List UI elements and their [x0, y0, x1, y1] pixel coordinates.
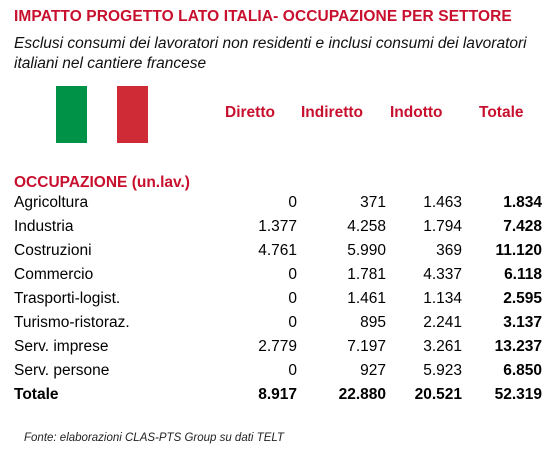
cell-indotto: 2.241	[423, 314, 462, 331]
cell-indiretto: 22.880	[338, 386, 386, 403]
cell-indotto: 4.337	[423, 266, 462, 283]
row-label: Serv. persone	[14, 362, 110, 379]
column-header-indotto: Indotto	[390, 104, 443, 121]
cell-indiretto: 927	[360, 362, 386, 379]
table-row: Trasporti-logist. 0 1.461 1.134 2.595	[0, 290, 553, 312]
cell-indiretto: 1.781	[347, 266, 386, 283]
cell-indotto: 1.794	[423, 218, 462, 235]
row-label: Industria	[14, 218, 74, 235]
row-label: Costruzioni	[14, 242, 92, 259]
row-label: Agricoltura	[14, 194, 89, 211]
cell-totale: 7.428	[503, 218, 542, 235]
row-label: Commercio	[14, 266, 94, 283]
cell-totale: 52.319	[494, 386, 542, 403]
cell-diretto: 2.779	[258, 338, 297, 355]
row-label: Totale	[14, 386, 59, 403]
cell-diretto: 0	[288, 194, 297, 211]
table-row: Costruzioni 4.761 5.990 369 11.120	[0, 242, 553, 264]
cell-diretto: 0	[288, 362, 297, 379]
cell-diretto: 0	[288, 266, 297, 283]
cell-indotto: 20.521	[414, 386, 462, 403]
cell-indotto: 5.923	[423, 362, 462, 379]
table-row: Commercio 0 1.781 4.337 6.118	[0, 266, 553, 288]
table-total-row: Totale 8.917 22.880 20.521 52.319	[0, 386, 553, 408]
cell-diretto: 8.917	[258, 386, 297, 403]
column-header-indiretto: Indiretto	[301, 104, 363, 121]
section-label: OCCUPAZIONE (un.lav.)	[14, 174, 190, 191]
cell-totale: 11.120	[495, 242, 542, 259]
italian-flag-icon	[56, 86, 148, 143]
cell-totale: 13.237	[494, 338, 542, 355]
cell-totale: 6.850	[503, 362, 542, 379]
table-row: Serv. persone 0 927 5.923 6.850	[0, 362, 553, 384]
cell-totale: 3.137	[503, 314, 542, 331]
column-header-diretto: Diretto	[225, 104, 275, 121]
row-label: Trasporti-logist.	[14, 290, 121, 307]
cell-diretto: 0	[288, 290, 297, 307]
table-row: Agricoltura 0 371 1.463 1.834	[0, 194, 553, 216]
cell-indiretto: 371	[360, 194, 386, 211]
cell-totale: 1.834	[503, 194, 542, 211]
cell-diretto: 0	[288, 314, 297, 331]
flag-red-band	[117, 86, 148, 143]
cell-indotto: 1.463	[423, 194, 462, 211]
cell-indiretto: 1.461	[347, 290, 386, 307]
table-row: Turismo-ristoraz. 0 895 2.241 3.137	[0, 314, 553, 336]
cell-totale: 6.118	[504, 266, 542, 283]
page-title: IMPATTO PROGETTO LATO ITALIA- OCCUPAZION…	[14, 8, 512, 25]
cell-indotto: 1.134	[423, 290, 462, 307]
flag-green-band	[56, 86, 87, 143]
cell-diretto: 4.761	[258, 242, 297, 259]
column-header-totale: Totale	[479, 104, 524, 121]
row-label: Serv. imprese	[14, 338, 109, 355]
cell-indiretto: 4.258	[347, 218, 386, 235]
row-label: Turismo-ristoraz.	[14, 314, 130, 331]
cell-indiretto: 7.197	[347, 338, 386, 355]
table-row: Industria 1.377 4.258 1.794 7.428	[0, 218, 553, 240]
page-subtitle: Esclusi consumi dei lavoratori non resid…	[14, 35, 527, 72]
cell-totale: 2.595	[503, 290, 542, 307]
cell-indiretto: 895	[360, 314, 386, 331]
cell-diretto: 1.377	[258, 218, 297, 235]
source-note: Fonte: elaborazioni CLAS-PTS Group su da…	[24, 432, 284, 444]
cell-indotto: 369	[436, 242, 462, 259]
cell-indiretto: 5.990	[347, 242, 386, 259]
cell-indotto: 3.261	[423, 338, 462, 355]
table-row: Serv. imprese 2.779 7.197 3.261 13.237	[0, 338, 553, 360]
